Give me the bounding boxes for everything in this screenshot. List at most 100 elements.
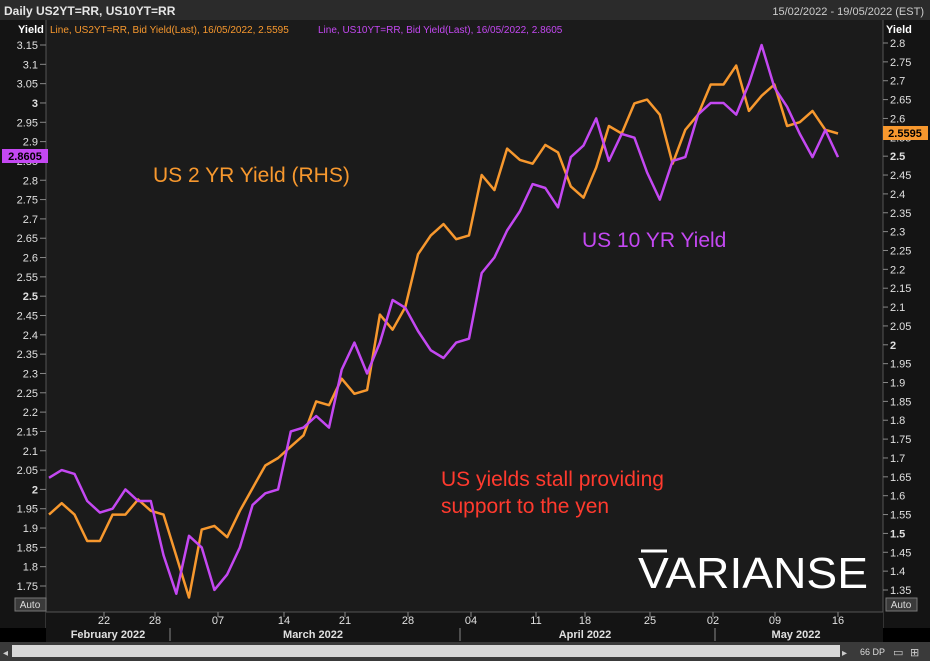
- day-tick-label: 21: [339, 615, 351, 627]
- right-tick-label: 1.5: [890, 528, 905, 540]
- right-tick-label: 2.7: [890, 76, 905, 88]
- day-tick-label: 11: [530, 615, 541, 627]
- right-last-badge: [883, 126, 928, 140]
- us10-yield-line: [48, 43, 840, 595]
- left-tick-label: 2.45: [17, 311, 38, 323]
- day-tick-label: 22: [98, 615, 110, 627]
- horizontal-scrollbar[interactable]: [12, 645, 840, 657]
- right-tick-label: 2: [890, 340, 896, 352]
- data-points-label: 66 DP: [860, 647, 885, 657]
- right-tick-label: 1.6: [890, 491, 905, 503]
- right-tick-label: 1.75: [890, 434, 911, 446]
- left-tick-label: 2.25: [17, 388, 38, 400]
- day-tick-label: 09: [769, 615, 781, 627]
- left-tick-label: 1.95: [17, 504, 38, 516]
- left-tick-label: 1.75: [17, 581, 38, 593]
- day-tick-label: 04: [465, 615, 477, 627]
- right-tick-label: 2.15: [890, 283, 911, 295]
- zoom-in-icon[interactable]: ⊞: [910, 646, 919, 659]
- day-tick-label: 25: [644, 615, 656, 627]
- left-last-badge: [2, 149, 48, 163]
- right-axis-ticks: 1.35 1.4 1.45 1.5 1.55 1.6 1.65 1.7 1.75 1.8 1.85 1…: [883, 38, 911, 597]
- left-tick-label: 2.15: [17, 426, 38, 438]
- left-tick-label: 2.4: [23, 330, 38, 342]
- right-tick-label: 1.9: [890, 378, 905, 390]
- right-tick-label: 2.3: [890, 227, 905, 239]
- month-label: May 2022: [772, 629, 821, 641]
- right-tick-label: 2.45: [890, 170, 911, 182]
- left-tick-label: 2.5: [23, 291, 38, 303]
- day-tick-label: 07: [212, 615, 224, 627]
- right-tick-label: 2.6: [890, 113, 905, 125]
- left-tick-label: 2.75: [17, 195, 38, 207]
- right-tick-label: 1.35: [890, 585, 911, 597]
- left-tick-label: 2.55: [17, 272, 38, 284]
- day-tick-label: 28: [149, 615, 161, 627]
- left-tick-label: 2.2: [23, 407, 38, 419]
- us10-label: US 10 YR Yield: [582, 229, 726, 252]
- x-axis-panel: [46, 612, 883, 642]
- month-label: February 2022: [71, 629, 146, 641]
- month-label: April 2022: [559, 629, 612, 641]
- left-axis-ticks: 1.75 1.8 1.85 1.9 1.95 2 2.05 2.1 2.15 2.2 2.25 2.3…: [17, 40, 46, 593]
- right-tick-label: 2.35: [890, 208, 911, 220]
- right-tick-label: 1.7: [890, 453, 905, 465]
- day-tick-label: 18: [579, 615, 591, 627]
- day-tick-label: 28: [402, 615, 414, 627]
- left-tick-label: 2.65: [17, 233, 38, 245]
- left-tick-label: 1.9: [23, 523, 38, 535]
- left-tick-label: 2.9: [23, 137, 38, 149]
- left-tick-label: 2.05: [17, 465, 38, 477]
- day-tick-label: 14: [278, 615, 290, 627]
- x-axis-day-ticks: 22 28 07 14 21 28 04 11 18 25 02 09 16: [98, 612, 844, 627]
- day-tick-label: 02: [707, 615, 719, 627]
- scroll-left-icon[interactable]: ◂: [3, 648, 8, 659]
- left-tick-label: 2.95: [17, 117, 38, 129]
- left-tick-label: 3.1: [23, 59, 38, 71]
- note-line-1: US yields stall providing: [441, 468, 664, 491]
- month-label: March 2022: [283, 629, 343, 641]
- right-tick-label: 2.1: [890, 302, 905, 314]
- left-tick-label: 2.35: [17, 349, 38, 361]
- left-tick-label: 3.15: [17, 40, 38, 52]
- watermark-logo: VARIANSE: [638, 549, 868, 598]
- us2-label: US 2 YR Yield (RHS): [153, 164, 350, 187]
- left-auto-button[interactable]: [14, 597, 47, 612]
- right-tick-label: 1.45: [890, 547, 911, 559]
- right-tick-label: 1.85: [890, 396, 911, 408]
- right-tick-label: 1.4: [890, 566, 905, 578]
- legend-us10: Line, US10YT=RR, Bid Yield(Last), 16/05/…: [318, 25, 563, 36]
- right-auto-label: Auto: [891, 600, 912, 611]
- left-tick-label: 3: [32, 98, 38, 110]
- right-tick-label: 2.25: [890, 245, 911, 257]
- header-bar: [0, 0, 930, 20]
- left-tick-label: 2.6: [23, 253, 38, 265]
- left-tick-label: 2: [32, 484, 38, 496]
- left-auto-label: Auto: [20, 600, 41, 611]
- zoom-out-icon[interactable]: ▭: [893, 646, 903, 659]
- left-tick-label: 1.8: [23, 562, 38, 574]
- date-range: 15/02/2022 - 19/05/2022 (EST): [772, 6, 924, 18]
- right-tick-label: 2.2: [890, 264, 905, 276]
- left-tick-label: 2.3: [23, 368, 38, 380]
- left-axis-title: Yield: [18, 24, 44, 36]
- right-last-value: 2.5595: [888, 128, 922, 140]
- right-tick-label: 1.65: [890, 472, 911, 484]
- left-tick-label: 2.1: [23, 446, 38, 458]
- legend-us2: Line, US2YT=RR, Bid Yield(Last), 16/05/2…: [50, 25, 289, 36]
- right-tick-label: 2.05: [890, 321, 911, 333]
- chart-title: Daily US2YT=RR, US10YT=RR: [4, 4, 176, 18]
- left-tick-label: 2.7: [23, 214, 38, 226]
- day-tick-label: 16: [832, 615, 844, 627]
- right-tick-label: 2.4: [890, 189, 905, 201]
- note-line-2: support to the yen: [441, 495, 609, 518]
- right-axis-title: Yield: [886, 24, 912, 36]
- right-tick-label: 2.65: [890, 95, 911, 107]
- right-tick-label: 2.5: [890, 151, 905, 163]
- x-axis-month-labels: February 2022 March 2022 April 2022 May 202…: [71, 628, 821, 641]
- right-auto-button[interactable]: [885, 597, 918, 612]
- right-tick-label: 1.8: [890, 415, 905, 427]
- scroll-right-icon[interactable]: ▸: [842, 648, 847, 659]
- right-tick-label: 1.95: [890, 359, 911, 371]
